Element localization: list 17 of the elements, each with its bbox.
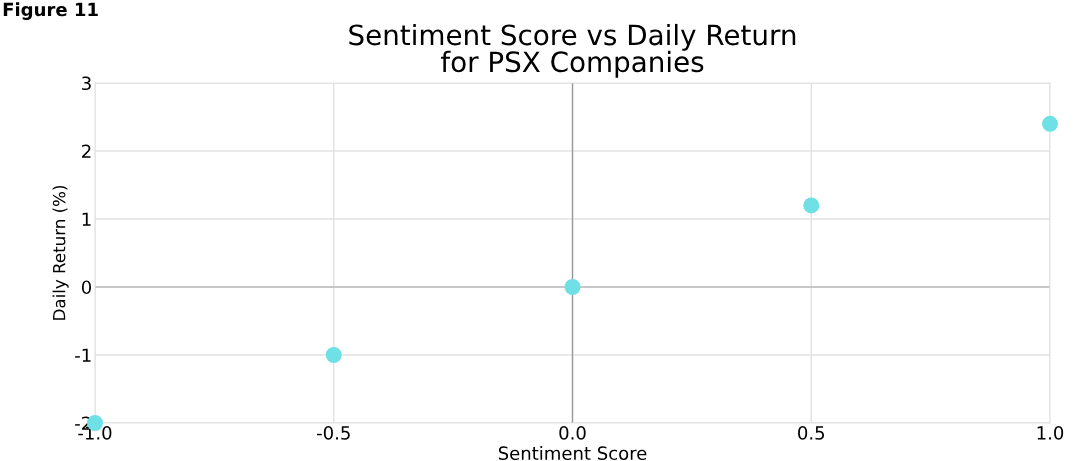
y-tick-label: 2 xyxy=(82,144,91,158)
x-tick-label: 0.5 xyxy=(798,426,825,440)
point xyxy=(803,197,820,214)
x-tick-label: -0.5 xyxy=(317,426,350,440)
x-axis-title: Sentiment Score xyxy=(498,446,647,461)
y-axis-title: Daily Return (%) xyxy=(52,185,69,320)
y-tick-label: -1 xyxy=(75,348,91,362)
chart-title: Sentiment Score vs Daily Return for PSX Companies xyxy=(349,23,796,78)
y-tick-label: 3 xyxy=(82,76,91,91)
y-tick-label: 0 xyxy=(81,280,92,295)
x-tick-label: 1.0 xyxy=(1037,426,1064,440)
point xyxy=(564,279,581,295)
x-tick-label: 0.0 xyxy=(559,426,586,440)
caption: Figure 11 xyxy=(3,2,98,20)
y-tick-label: 1 xyxy=(82,212,91,226)
point xyxy=(1042,115,1058,132)
point xyxy=(325,347,342,363)
